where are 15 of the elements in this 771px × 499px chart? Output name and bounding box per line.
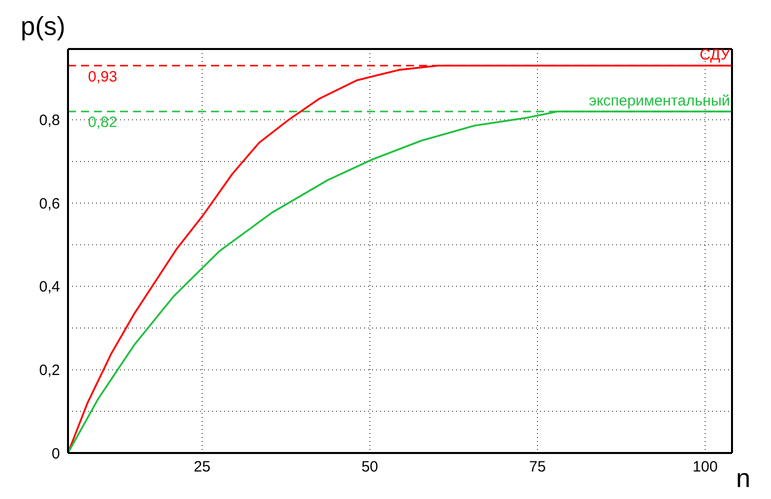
y-axis-title: p(s)	[20, 11, 66, 41]
x-tick-label: 25	[194, 458, 210, 476]
y-tick-label: 0	[52, 445, 60, 462]
ref-line-label: 0,82	[88, 114, 118, 132]
y-tick-label: 0,2	[39, 362, 60, 380]
y-tick-label: 0,6	[39, 195, 60, 212]
x-tick-label: 75	[529, 458, 546, 476]
y-tick-label: 0,8	[39, 112, 60, 130]
x-axis-title: n	[736, 463, 750, 494]
series-label: СДУ	[700, 46, 730, 64]
series-label: экспериментальный	[588, 92, 730, 110]
x-tick-label: 50	[361, 458, 378, 476]
ref-line-label: 0,93	[88, 68, 118, 86]
x-tick-label: 100	[692, 458, 718, 476]
y-tick-label: 0,4	[39, 278, 60, 296]
